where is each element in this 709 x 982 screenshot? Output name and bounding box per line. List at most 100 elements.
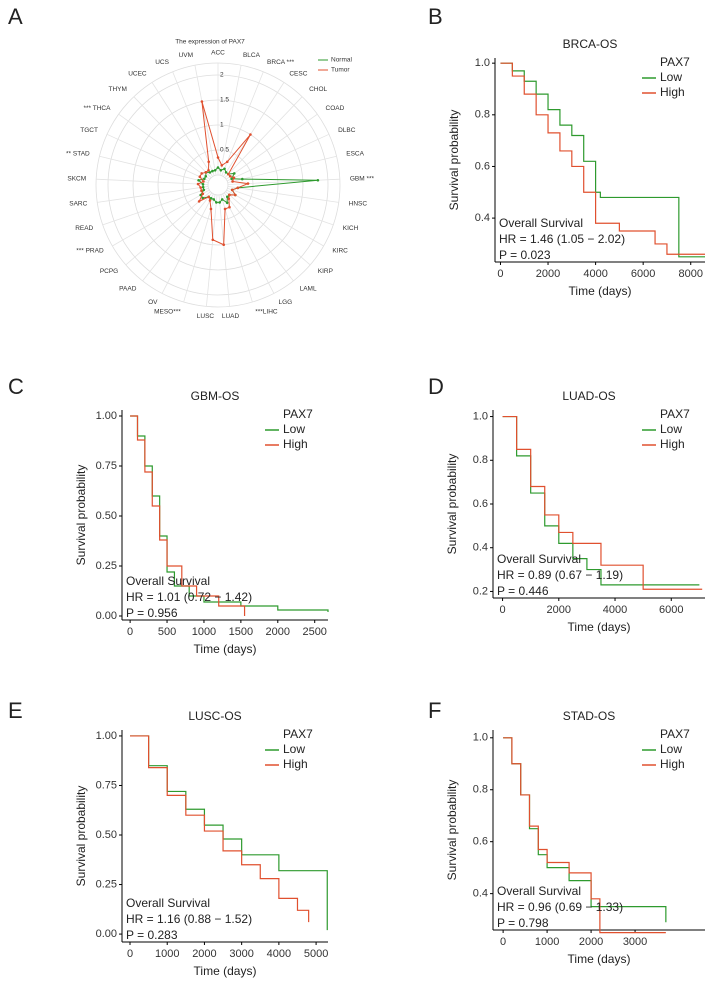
x-tick-label: 8000 xyxy=(678,268,702,280)
x-tick-label: 3000 xyxy=(229,948,253,960)
radar-category-label: LUAD xyxy=(222,313,240,320)
radar-inner-ring xyxy=(207,174,229,196)
legend-label: High xyxy=(660,85,685,99)
annotation: HR = 1.01 (0.72 − 1.42) xyxy=(126,590,252,604)
radar-category-label: HNSC xyxy=(349,201,368,208)
y-tick-label: 1.00 xyxy=(96,410,117,422)
x-tick-label: 2500 xyxy=(302,626,326,638)
legend-label: High xyxy=(660,757,685,771)
legend-label: Low xyxy=(283,422,305,436)
radar-point xyxy=(228,174,232,178)
radar-category-label: SARC xyxy=(69,201,87,208)
x-tick-label: 500 xyxy=(158,626,176,638)
y-tick-label: 0.2 xyxy=(473,585,488,597)
radar-spoke xyxy=(96,178,209,185)
x-tick-label: 6000 xyxy=(659,604,683,616)
radar-point xyxy=(230,177,233,181)
radar-category-label: KIRC xyxy=(332,248,348,255)
x-axis-label: Time (days) xyxy=(194,642,257,656)
radar-category-label: ESCA xyxy=(346,151,364,158)
radar-point xyxy=(219,168,223,172)
y-tick-label: 0.8 xyxy=(473,454,488,466)
radar-point xyxy=(227,197,231,201)
radar-point xyxy=(200,172,204,175)
radar-spoke xyxy=(151,82,213,177)
radar-point xyxy=(230,188,234,192)
radar-spoke xyxy=(118,113,211,180)
x-tick-label: 4000 xyxy=(267,948,291,960)
radar-category-label: DLBC xyxy=(338,127,356,134)
panel-label: B xyxy=(428,4,443,29)
chart-title: GBM-OS xyxy=(191,389,240,403)
annotation: Overall Survival xyxy=(126,896,210,910)
x-tick-label: 1000 xyxy=(155,948,179,960)
radar-point xyxy=(218,201,221,204)
radar-point xyxy=(232,172,236,175)
y-tick-label: 0.4 xyxy=(473,888,488,900)
y-tick-label: 0.6 xyxy=(475,160,490,172)
radar-point xyxy=(225,160,229,164)
legend-label: High xyxy=(660,437,685,451)
y-tick-label: 0.4 xyxy=(473,542,488,554)
panel-label: E xyxy=(8,698,23,723)
radar-point xyxy=(207,168,210,172)
radar-spoke xyxy=(226,133,330,182)
radar-point xyxy=(208,199,212,202)
radar-point xyxy=(220,198,224,201)
radar-polygon xyxy=(197,166,318,204)
y-tick-label: 0.8 xyxy=(473,784,488,796)
radar-spoke xyxy=(227,155,337,184)
radar-point xyxy=(216,166,220,169)
y-axis-label: Survival probability xyxy=(445,780,459,881)
radar-point xyxy=(240,177,244,181)
x-tick-label: 3000 xyxy=(623,936,647,948)
radar-spoke xyxy=(99,155,209,184)
radar-point xyxy=(228,193,231,197)
annotation: HR = 1.16 (0.88 − 1.52) xyxy=(126,912,252,926)
radar-point xyxy=(236,186,240,190)
y-tick-label: 0.25 xyxy=(96,560,117,572)
legend-title: PAX7 xyxy=(660,55,690,69)
legend-title: PAX7 xyxy=(283,407,313,421)
radar-spoke xyxy=(142,192,213,282)
radar-point xyxy=(199,186,202,189)
radar-spoke xyxy=(220,194,253,303)
radar-point xyxy=(224,171,228,174)
legend-label: Low xyxy=(660,70,682,84)
radar-point xyxy=(223,207,227,211)
radar-category-label: PCPG xyxy=(100,268,118,275)
legend-title: PAX7 xyxy=(660,407,690,421)
radar-point xyxy=(249,133,252,136)
radar-point xyxy=(232,176,236,180)
radar-category-label: KIRP xyxy=(318,268,333,275)
radar-point xyxy=(228,205,231,209)
x-tick-label: 2000 xyxy=(192,948,216,960)
x-tick-label: 0 xyxy=(500,936,506,948)
x-tick-label: 0 xyxy=(497,268,503,280)
radar-spoke xyxy=(106,133,210,182)
radar-spoke xyxy=(125,191,211,266)
radar-category-label: MESO*** xyxy=(154,308,181,315)
legend-label: High xyxy=(283,437,308,451)
radar-point xyxy=(227,172,230,176)
annotation: HR = 1.46 (1.05 − 2.02) xyxy=(499,232,625,246)
chart-title: LUSC-OS xyxy=(188,709,241,723)
radar-category-label: LGG xyxy=(278,299,292,306)
y-tick-label: 0.8 xyxy=(475,109,490,121)
x-tick-label: 4000 xyxy=(583,268,607,280)
radar-category-label: OV xyxy=(148,299,158,306)
radar-point xyxy=(222,243,226,247)
x-tick-label: 4000 xyxy=(603,604,627,616)
y-axis-label: Survival probability xyxy=(447,110,461,211)
radar-point xyxy=(211,238,215,242)
radar-point xyxy=(199,193,202,197)
y-tick-label: 0.75 xyxy=(96,779,117,791)
y-axis-label: Survival probability xyxy=(74,786,88,887)
annotation: P = 0.446 xyxy=(497,584,549,598)
radar-point xyxy=(197,200,201,203)
radar-point xyxy=(234,193,237,197)
radar-spoke xyxy=(102,187,209,226)
y-tick-label: 1.00 xyxy=(96,730,117,742)
radar-point xyxy=(201,185,205,189)
panel-label: C xyxy=(8,374,24,399)
